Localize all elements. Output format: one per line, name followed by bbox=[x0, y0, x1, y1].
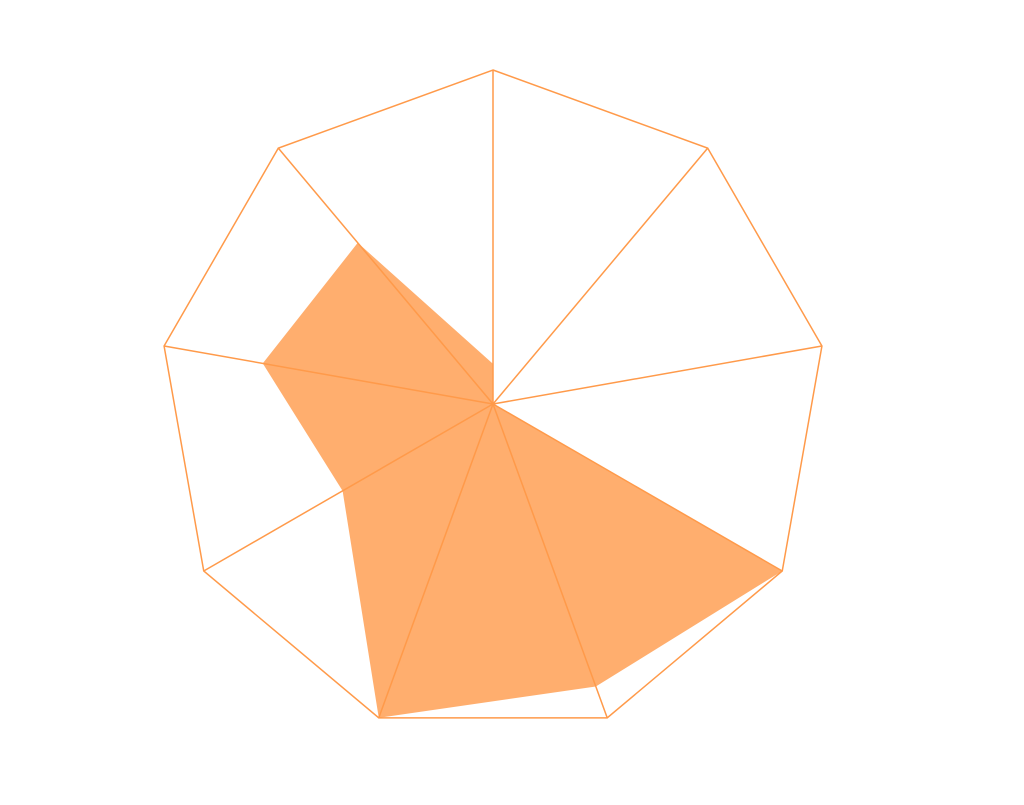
spoke bbox=[203, 403, 494, 572]
spoke bbox=[492, 403, 783, 572]
outer-frame bbox=[163, 69, 823, 719]
spoke bbox=[163, 345, 494, 405]
spoke bbox=[492, 403, 608, 719]
spoke bbox=[492, 147, 709, 405]
spoke bbox=[378, 403, 494, 719]
data-area bbox=[262, 242, 783, 718]
spoke bbox=[277, 147, 494, 405]
spoke bbox=[492, 345, 823, 405]
